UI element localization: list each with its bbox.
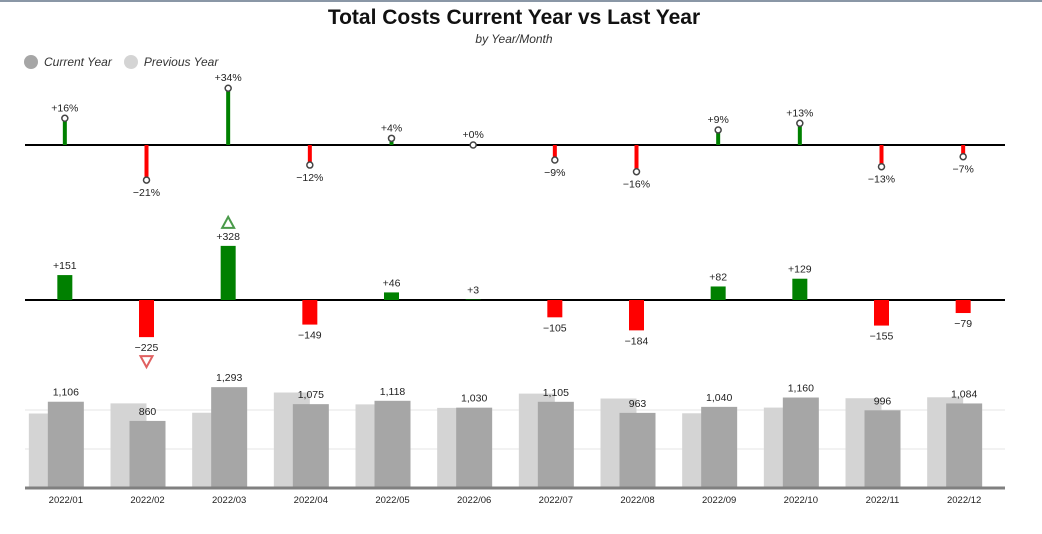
legend-label-previous-year: Previous Year xyxy=(143,55,219,69)
value-label: 1,160 xyxy=(788,383,814,395)
value-label: 1,118 xyxy=(380,386,406,398)
x-tick-label: 2022/05 xyxy=(375,495,409,506)
x-tick-label: 2022/03 xyxy=(212,495,246,506)
x-tick-label: 2022/11 xyxy=(866,495,900,506)
current-year-bar xyxy=(374,400,411,488)
pct-marker xyxy=(306,161,314,169)
pct-label: −12% xyxy=(296,172,323,184)
pct-label: +4% xyxy=(381,122,402,134)
abs-bar xyxy=(629,300,644,331)
x-tick-label: 2022/02 xyxy=(130,495,164,506)
value-label: 1,293 xyxy=(216,372,242,384)
abs-label: −155 xyxy=(870,331,894,343)
current-year-bar xyxy=(47,401,84,488)
legend: Current Year Previous Year xyxy=(24,55,230,69)
pct-label: +0% xyxy=(463,129,484,141)
chart-title: Total Costs Current Year vs Last Year xyxy=(327,6,701,29)
x-tick-label: 2022/06 xyxy=(457,495,491,506)
abs-bar xyxy=(792,278,808,300)
abs-label: −184 xyxy=(625,335,649,347)
current-year-bar xyxy=(864,410,901,488)
abs-bar xyxy=(220,245,236,300)
abs-label: −79 xyxy=(954,318,972,330)
abs-label: −105 xyxy=(543,322,567,334)
pct-marker xyxy=(61,114,69,123)
current-year-bar xyxy=(537,401,574,488)
abs-bar xyxy=(955,300,971,314)
abs-label: +46 xyxy=(383,277,401,289)
value-label: 1,084 xyxy=(951,388,977,400)
min-marker xyxy=(138,355,155,370)
max-marker xyxy=(220,214,236,229)
abs-label: +3 xyxy=(467,285,479,297)
abs-bar xyxy=(139,300,154,338)
abs-label: −149 xyxy=(298,330,322,342)
x-tick-label: 2022/10 xyxy=(784,495,818,506)
current-year-bar xyxy=(129,420,166,488)
current-year-bar xyxy=(292,404,329,488)
pct-label: −7% xyxy=(953,164,974,176)
abs-bar xyxy=(384,292,399,300)
value-label: 1,105 xyxy=(543,387,569,399)
abs-label: −225 xyxy=(135,342,159,354)
abs-bar xyxy=(547,300,563,318)
abs-label: +328 xyxy=(216,231,240,243)
x-tick-label: 2022/09 xyxy=(702,495,736,506)
pct-marker xyxy=(796,119,804,128)
x-tick-label: 2022/01 xyxy=(49,495,83,506)
value-label: 996 xyxy=(874,395,892,407)
abs-bar xyxy=(465,299,481,301)
pct-label: −13% xyxy=(868,174,895,186)
legend-label-current-year: Current Year xyxy=(44,55,112,69)
value-label: 963 xyxy=(629,398,647,410)
pct-label: +34% xyxy=(215,72,242,84)
pct-marker xyxy=(387,134,396,143)
pct-label: −16% xyxy=(623,179,650,191)
legend-item-current-year[interactable]: Current Year xyxy=(24,55,112,69)
pct-label: −21% xyxy=(133,187,160,199)
top-border xyxy=(0,0,1042,2)
x-tick-label: 2022/08 xyxy=(620,495,654,506)
x-tick-label: 2022/07 xyxy=(539,495,573,506)
pct-marker xyxy=(632,167,641,176)
pct-marker xyxy=(714,126,722,134)
pct-label: +9% xyxy=(708,114,729,126)
pct-label: +16% xyxy=(51,102,78,114)
abs-bar xyxy=(710,286,726,300)
current-year-bar xyxy=(946,403,983,488)
pct-marker xyxy=(224,84,232,92)
abs-label: +151 xyxy=(53,260,77,272)
legend-item-previous-year[interactable]: Previous Year xyxy=(123,55,219,69)
value-label: 860 xyxy=(139,406,157,418)
abs-label: +82 xyxy=(709,271,727,283)
value-label: 1,040 xyxy=(706,392,732,404)
x-tick-label: 2022/12 xyxy=(947,495,981,506)
current-year-bar xyxy=(211,387,248,488)
pct-marker xyxy=(551,156,559,164)
abs-label: +129 xyxy=(788,264,812,276)
pct-marker xyxy=(142,176,151,184)
current-year-bar xyxy=(456,407,493,488)
abs-bar xyxy=(874,300,889,326)
pct-marker xyxy=(877,162,886,171)
current-year-bar xyxy=(782,397,819,488)
current-year-bar xyxy=(619,412,656,488)
pct-label: −9% xyxy=(544,167,565,179)
abs-bar xyxy=(57,275,73,300)
chart-subtitle: by Year/Month xyxy=(475,32,553,46)
pct-marker xyxy=(469,141,477,149)
pct-marker xyxy=(959,152,967,161)
value-label: 1,075 xyxy=(298,389,324,401)
value-label: 1,030 xyxy=(461,393,487,405)
legend-dot-current xyxy=(24,55,38,69)
pct-label: +13% xyxy=(786,107,813,119)
abs-bar xyxy=(302,300,318,325)
value-label: 1,106 xyxy=(53,387,79,399)
current-year-bar xyxy=(701,406,738,488)
x-tick-label: 2022/04 xyxy=(294,495,328,506)
legend-dot-previous xyxy=(123,55,138,69)
